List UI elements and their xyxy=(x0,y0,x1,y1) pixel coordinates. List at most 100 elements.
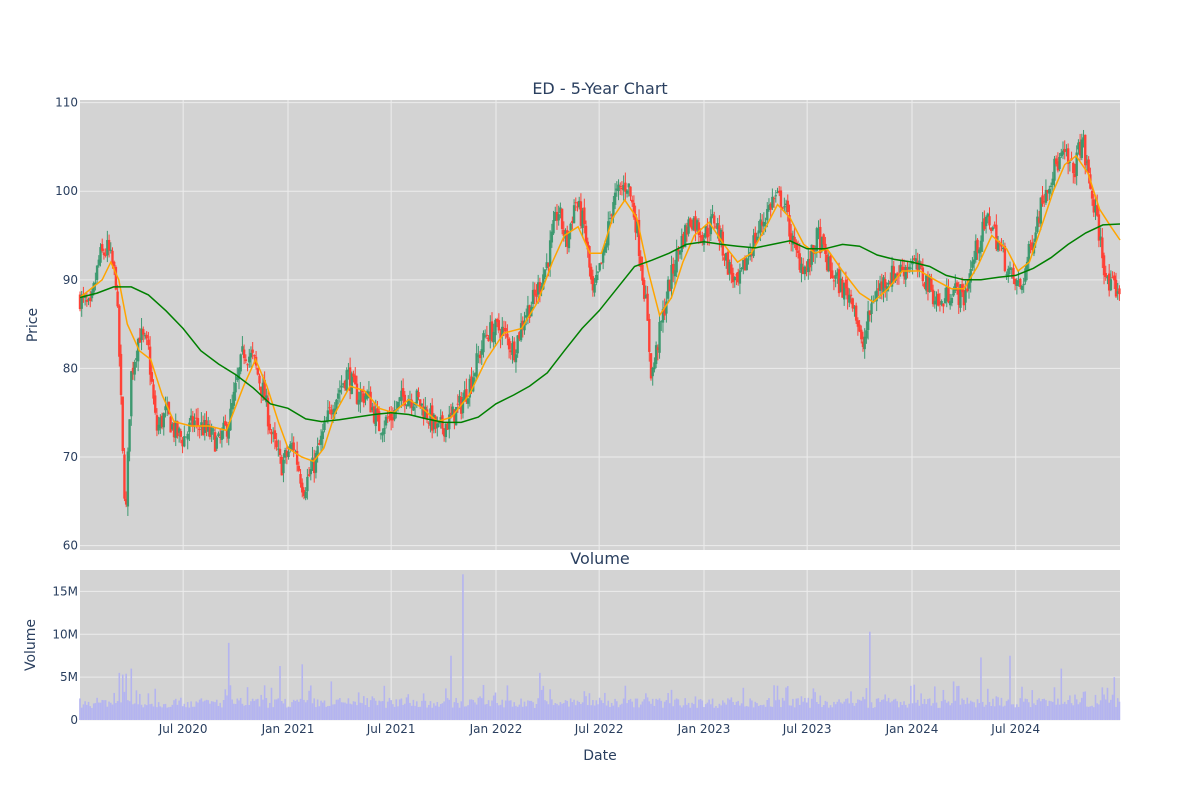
volume-bar xyxy=(333,704,336,720)
candle-body xyxy=(842,282,846,300)
candle-body xyxy=(531,289,535,304)
volume-bar xyxy=(270,687,273,720)
volume-bar xyxy=(978,703,981,720)
volume-bar xyxy=(508,700,510,720)
volume-bar xyxy=(188,707,191,720)
price-y-tick-label: 60 xyxy=(63,539,78,553)
candle-body xyxy=(277,448,280,450)
volume-bar xyxy=(539,672,541,720)
candle-body xyxy=(651,367,654,377)
volume-bar xyxy=(540,689,543,720)
candle-body xyxy=(875,290,878,302)
volume-bar xyxy=(810,698,813,720)
candle-body xyxy=(854,305,858,321)
volume-bar xyxy=(445,688,447,720)
volume-bar xyxy=(564,700,567,720)
candle-body xyxy=(839,278,842,292)
candle-body xyxy=(772,198,776,200)
candle-body xyxy=(1048,188,1051,194)
volume-bar xyxy=(643,699,645,720)
candle-body xyxy=(904,266,907,280)
volume-bar xyxy=(219,702,221,720)
volume-bar xyxy=(730,697,733,720)
volume-bar xyxy=(771,706,774,720)
candle-body xyxy=(99,247,102,263)
candle-body xyxy=(227,428,230,439)
volume-bar xyxy=(939,707,941,720)
candle-body xyxy=(637,219,641,256)
volume-bar xyxy=(826,701,828,720)
volume-bar xyxy=(573,699,575,720)
volume-bar xyxy=(87,701,90,720)
candle-body xyxy=(1007,268,1010,276)
candle-body xyxy=(542,274,545,290)
volume-bar xyxy=(352,701,355,720)
volume-bar xyxy=(327,706,329,720)
volume-bar xyxy=(633,707,635,720)
candle-body xyxy=(661,308,665,323)
candle-body xyxy=(603,246,607,253)
candle-body xyxy=(403,394,407,406)
volume-y-tick-label: 10M xyxy=(52,627,78,641)
candle-body xyxy=(360,390,364,393)
candle-body xyxy=(1072,162,1075,174)
candle-body xyxy=(258,375,261,384)
candle-body xyxy=(292,442,295,451)
volume-bar xyxy=(492,695,495,720)
volume-bar xyxy=(834,704,837,720)
volume-bar xyxy=(836,701,839,720)
volume-bar xyxy=(1067,699,1069,720)
volume-bar xyxy=(296,699,298,720)
candle-body xyxy=(683,225,687,248)
candle-body xyxy=(583,207,586,225)
volume-bar xyxy=(985,704,987,720)
candle-body xyxy=(499,333,502,339)
volume-bar xyxy=(427,704,430,720)
candle-body xyxy=(1013,278,1017,285)
volume-bar xyxy=(169,706,172,720)
candle-body xyxy=(665,301,668,314)
candle-body xyxy=(793,236,796,243)
candle-body xyxy=(521,320,524,328)
candle-body xyxy=(518,332,521,339)
candle-body xyxy=(984,216,988,227)
candle-body xyxy=(767,205,771,211)
volume-bar xyxy=(1060,668,1063,720)
volume-bar xyxy=(739,705,741,720)
volume-bar xyxy=(251,698,254,720)
volume-bar xyxy=(544,700,546,720)
volume-bar xyxy=(1094,694,1097,720)
candle-body xyxy=(200,422,203,428)
candle-body xyxy=(714,226,718,228)
volume-bar xyxy=(328,705,331,720)
volume-bar xyxy=(638,707,640,720)
candle-body xyxy=(198,428,201,430)
volume-bar xyxy=(1074,694,1076,720)
volume-bar xyxy=(306,700,309,720)
long-moving-average-line xyxy=(79,223,1121,424)
candle-body xyxy=(157,424,160,431)
volume-bar xyxy=(120,702,122,720)
volume-bar xyxy=(906,707,909,720)
candle-body xyxy=(743,258,747,271)
candle-body xyxy=(925,275,928,291)
volume-bar xyxy=(828,707,830,720)
volume-bar xyxy=(342,702,345,720)
volume-bar xyxy=(853,705,856,720)
volume-bar xyxy=(1017,706,1020,720)
candle-body xyxy=(261,382,265,398)
volume-bar xyxy=(414,705,416,720)
volume-bar xyxy=(279,666,281,720)
candle-body xyxy=(145,334,148,339)
candle-body xyxy=(367,391,371,393)
volume-bar xyxy=(474,702,476,720)
volume-bar xyxy=(701,700,704,720)
volume-bar xyxy=(1086,706,1088,720)
candle-body xyxy=(1104,272,1107,278)
candle-body xyxy=(133,361,136,375)
candle-body xyxy=(784,203,788,206)
candle-body xyxy=(851,298,854,309)
volume-bar xyxy=(115,703,117,720)
volume-bar xyxy=(472,699,475,720)
volume-bar xyxy=(94,703,97,720)
